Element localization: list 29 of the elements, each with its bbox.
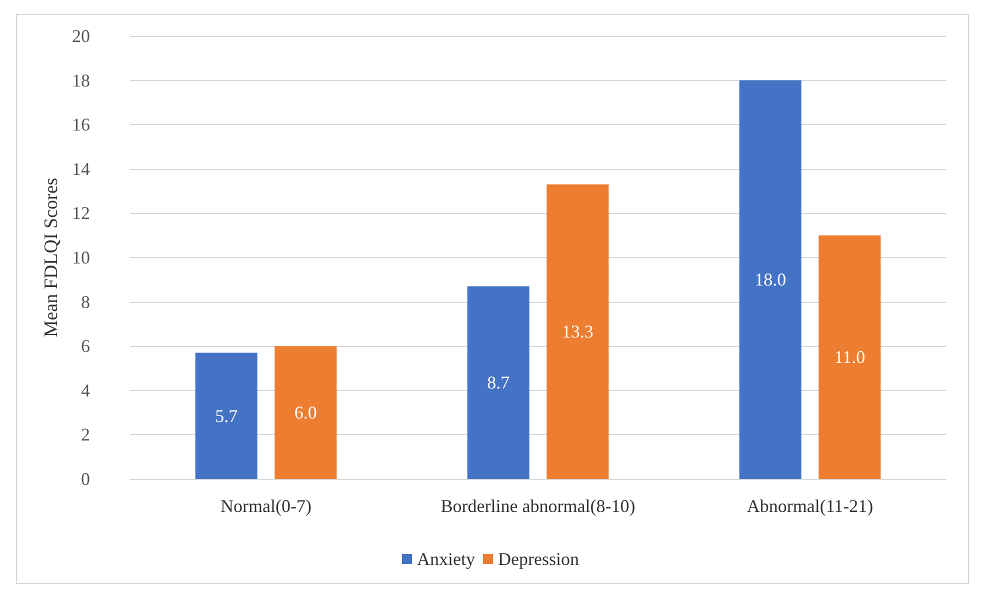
data-label: 8.7 [487,372,510,393]
legend-label: Anxiety [417,549,476,569]
legend-label: Depression [498,549,579,569]
y-tick-label: 0 [81,469,90,489]
y-tick-label: 12 [72,203,90,224]
x-tick-label: Abnormal(11-21) [746,496,874,516]
x-tick-label: Normal(0-7) [220,496,312,516]
bar [818,235,881,479]
bar [546,184,609,479]
y-axis-title: Mean FDLQI Scores [41,178,62,338]
bar [739,80,802,479]
bar [274,346,337,479]
y-tick-label: 2 [81,424,90,445]
y-tick-label: 8 [81,292,90,312]
data-label: 18.0 [754,270,786,290]
y-tick-label: 4 [81,380,90,400]
y-tick-label: 6 [81,336,90,356]
y-tick-label: 18 [72,70,90,90]
data-label: 13.3 [562,322,594,342]
x-tick-label: Borderline abnormal(8-10) [440,496,636,516]
data-label: 11.0 [834,347,866,368]
y-tick-label: 16 [72,114,90,135]
y-tick-label: 20 [72,26,90,46]
y-tick-label: 14 [72,158,90,179]
bar [195,352,258,479]
y-tick-label: 10 [72,248,90,268]
data-label: 5.7 [215,406,238,426]
data-label: 6.0 [294,402,317,423]
bar [467,286,530,479]
